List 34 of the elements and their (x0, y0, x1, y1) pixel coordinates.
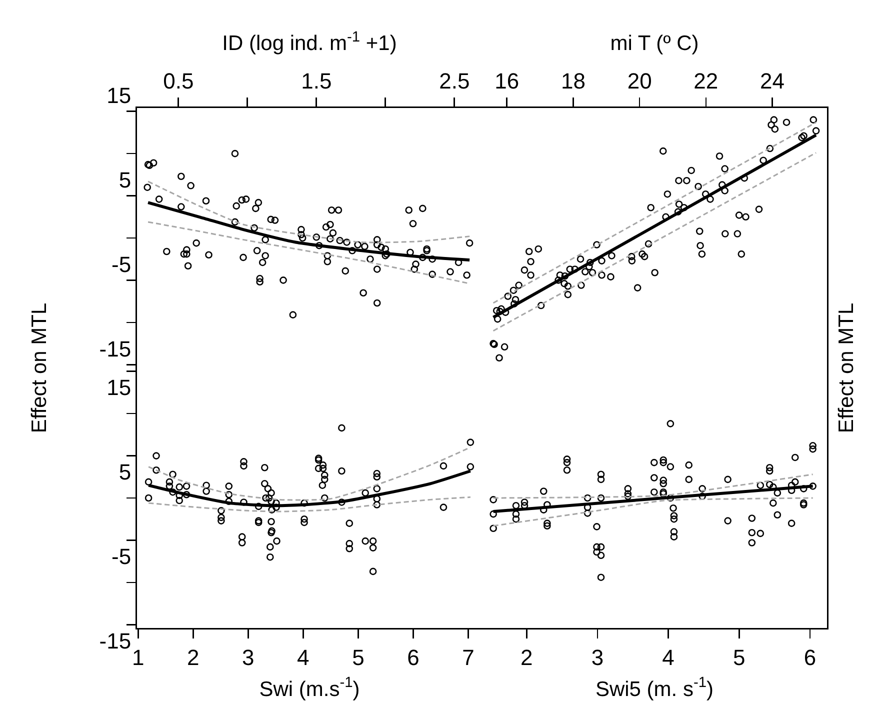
y-tick-label: -5 (112, 252, 132, 277)
x-tick-label: 4 (297, 644, 310, 670)
x-tick-label: 6 (804, 644, 816, 670)
x-tick-label: 5 (733, 644, 746, 670)
y-tick-label: 15 (106, 83, 132, 108)
x-tick-label: 20 (627, 68, 652, 94)
x-tick-label: 4 (662, 644, 674, 670)
x-tick-label: 22 (694, 68, 718, 94)
x-tick-label: 6 (407, 644, 420, 670)
x-tick-label: 7 (462, 644, 474, 670)
x-tick-label: 3 (591, 644, 604, 670)
y-tick-label: -15 (99, 336, 132, 362)
x-axis-title: Swi5 (m. s$^{-1}$) (595, 675, 714, 701)
x-tick-label: 2 (186, 644, 200, 670)
x-axis-title: ID (log ind. m$^{-1}$ +1) (222, 29, 397, 56)
y-axis-title: Effect on MTL (835, 302, 859, 434)
x-tick-label: 24 (760, 68, 784, 94)
y-axis-title: Effect on MTL (28, 302, 52, 434)
y-tick-label: 5 (118, 460, 132, 485)
y-tick-label: -15 (99, 628, 132, 654)
x-tick-label: 5 (352, 644, 364, 670)
y-tick-label: 5 (118, 167, 132, 192)
x-tick-label: 2 (520, 644, 533, 670)
y-tick-label: 15 (106, 375, 132, 400)
x-tick-label: 1 (132, 644, 144, 670)
x-axis-title: mi T (º C) (610, 32, 699, 56)
x-axis-title: Swi (m.s$^{-1}$) (259, 675, 360, 701)
x-tick-label: 18 (560, 68, 586, 94)
x-tick-label: 1.5 (301, 68, 332, 94)
x-tick-label: 0.5 (163, 68, 194, 94)
x-tick-label: 16 (494, 68, 520, 94)
x-tick-label: 2.5 (439, 68, 470, 94)
x-tick-label: 3 (242, 644, 254, 670)
y-tick-label: -5 (112, 544, 132, 569)
